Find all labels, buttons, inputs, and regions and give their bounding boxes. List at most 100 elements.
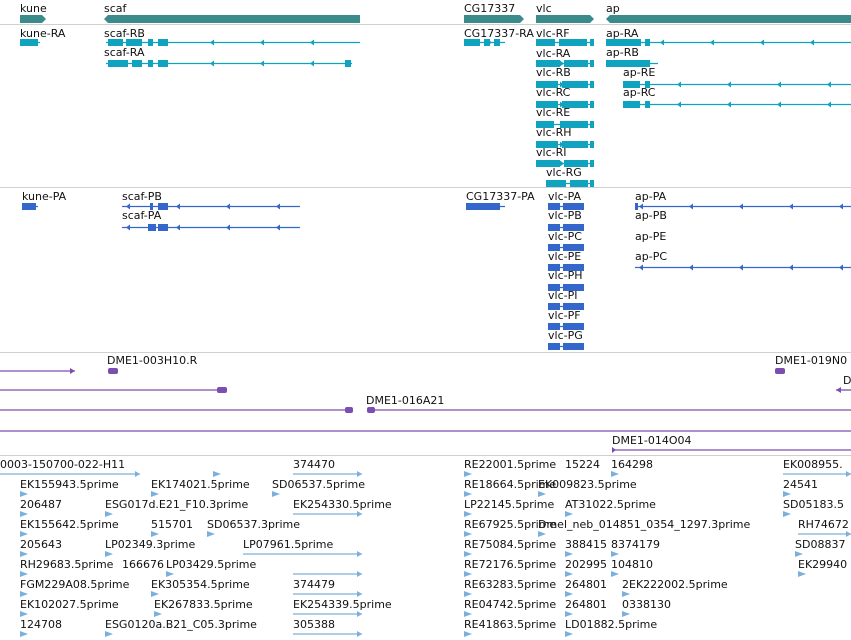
est-feature[interactable] [538,491,546,497]
est-feature[interactable] [151,491,159,497]
est-feature[interactable] [565,631,573,637]
transcript-ap-RB-exon[interactable] [606,60,650,67]
transcript-vlc-RG-exon[interactable] [546,180,566,187]
transcript-ap-RA-exon[interactable] [606,39,641,46]
transcript-CG17337-RA-exon[interactable] [484,39,490,46]
est-feature[interactable] [151,531,159,537]
transcript-scaf-RA-exon[interactable] [108,60,128,67]
transcript-vlc-RC-exon[interactable] [536,101,558,108]
clone-end-marker[interactable] [775,368,785,374]
transcript-vlc-RF-exon[interactable] [590,39,594,46]
est-feature[interactable] [798,571,806,577]
est-feature[interactable] [565,591,573,597]
transcript-vlc-RB-exon[interactable] [536,81,558,88]
gene-bar-CG17337[interactable] [464,15,524,23]
protein-vlc-PF-exon[interactable] [563,323,584,330]
protein-scaf-PB-exon[interactable] [158,203,168,210]
transcript-vlc-RI-exon[interactable] [564,160,588,167]
transcript-vlc-RF-exon[interactable] [536,39,555,46]
est-feature[interactable] [166,571,174,577]
est-feature[interactable] [611,551,619,557]
est-feature[interactable] [622,591,630,597]
protein-scaf-PA-exon[interactable] [158,224,168,231]
transcript-scaf-RA-exon[interactable] [345,60,351,67]
est-feature[interactable] [464,631,472,637]
est-feature[interactable] [783,491,791,497]
est-feature[interactable] [207,531,215,537]
transcript-vlc-RG-exon[interactable] [570,180,588,187]
est-feature[interactable] [464,591,472,597]
transcript-vlc-RH-exon[interactable] [536,141,558,148]
est-feature[interactable] [151,591,159,597]
protein-vlc-PC-exon[interactable] [563,244,584,251]
clone-end-marker[interactable] [345,407,353,413]
transcript-vlc-RF-exon[interactable] [559,39,587,46]
est-feature[interactable] [795,551,803,557]
est-feature[interactable] [20,591,28,597]
gene-bar-ap[interactable] [606,15,851,23]
transcript-vlc-RA-exon[interactable] [590,60,594,67]
est-feature[interactable] [611,571,619,577]
est-feature[interactable] [565,511,573,517]
est-feature[interactable] [622,611,630,617]
est-feature[interactable] [464,491,472,497]
est-feature[interactable] [20,571,28,577]
gene-bar-vlc[interactable] [536,15,594,23]
protein-vlc-PH-exon[interactable] [563,284,584,291]
est-feature[interactable] [20,511,28,517]
transcript-ap-RC-exon[interactable] [623,101,640,108]
transcript-kune-RA-exon[interactable] [20,39,38,46]
transcript-scaf-RB-exon[interactable] [126,39,142,46]
est-feature[interactable] [464,531,472,537]
est-feature[interactable] [538,531,546,537]
est-feature[interactable] [105,551,113,557]
transcript-ap-RE-exon[interactable] [645,81,650,88]
est-feature[interactable] [611,471,619,477]
transcript-vlc-RA-exon[interactable] [564,60,588,67]
est-feature[interactable] [464,551,472,557]
est-feature[interactable] [105,631,113,637]
est-feature[interactable] [565,571,573,577]
transcript-vlc-RC-exon[interactable] [590,101,594,108]
transcript-scaf-RA-exon[interactable] [148,60,153,67]
gene-bar-scaf[interactable] [104,15,360,23]
est-feature[interactable] [272,491,280,497]
est-feature[interactable] [464,571,472,577]
transcript-vlc-RA-exon[interactable] [536,60,560,67]
transcript-vlc-RG-exon[interactable] [590,180,594,187]
transcript-scaf-RB-exon[interactable] [108,39,123,46]
transcript-vlc-RC-exon[interactable] [562,101,588,108]
transcript-vlc-RI-exon[interactable] [590,160,594,167]
est-feature[interactable] [105,511,113,517]
transcript-ap-RA-exon[interactable] [645,39,650,46]
transcript-vlc-RE-exon[interactable] [560,121,588,128]
transcript-vlc-RI-exon[interactable] [536,160,560,167]
gene-bar-kune[interactable] [20,15,46,23]
protein-scaf-PA-exon[interactable] [148,224,156,231]
transcript-scaf-RB-exon[interactable] [148,39,153,46]
est-feature[interactable] [783,511,791,517]
protein-vlc-PE-exon[interactable] [563,264,584,271]
transcript-vlc-RE-exon[interactable] [536,121,554,128]
protein-scaf-PB-exon[interactable] [150,203,153,210]
transcript-scaf-RA-exon[interactable] [132,60,142,67]
est-feature[interactable] [565,551,573,557]
est-feature[interactable] [20,491,28,497]
est-feature[interactable] [565,611,573,617]
transcript-ap-RE-exon[interactable] [623,81,640,88]
protein-ap-PA-exon[interactable] [635,203,638,210]
est-feature[interactable] [20,531,28,537]
clone-end-marker[interactable] [108,368,118,374]
protein-vlc-PG-exon[interactable] [563,343,584,350]
est-feature[interactable] [464,511,472,517]
est-feature[interactable] [154,611,162,617]
protein-vlc-PB-exon[interactable] [563,224,584,231]
est-feature[interactable] [20,611,28,617]
protein-vlc-PI-exon[interactable] [563,303,584,310]
est-feature[interactable] [464,471,472,477]
est-feature[interactable] [213,471,221,477]
clone-end-marker[interactable] [217,387,227,393]
est-feature[interactable] [20,631,28,637]
est-feature[interactable] [464,611,472,617]
est-feature[interactable] [20,551,28,557]
